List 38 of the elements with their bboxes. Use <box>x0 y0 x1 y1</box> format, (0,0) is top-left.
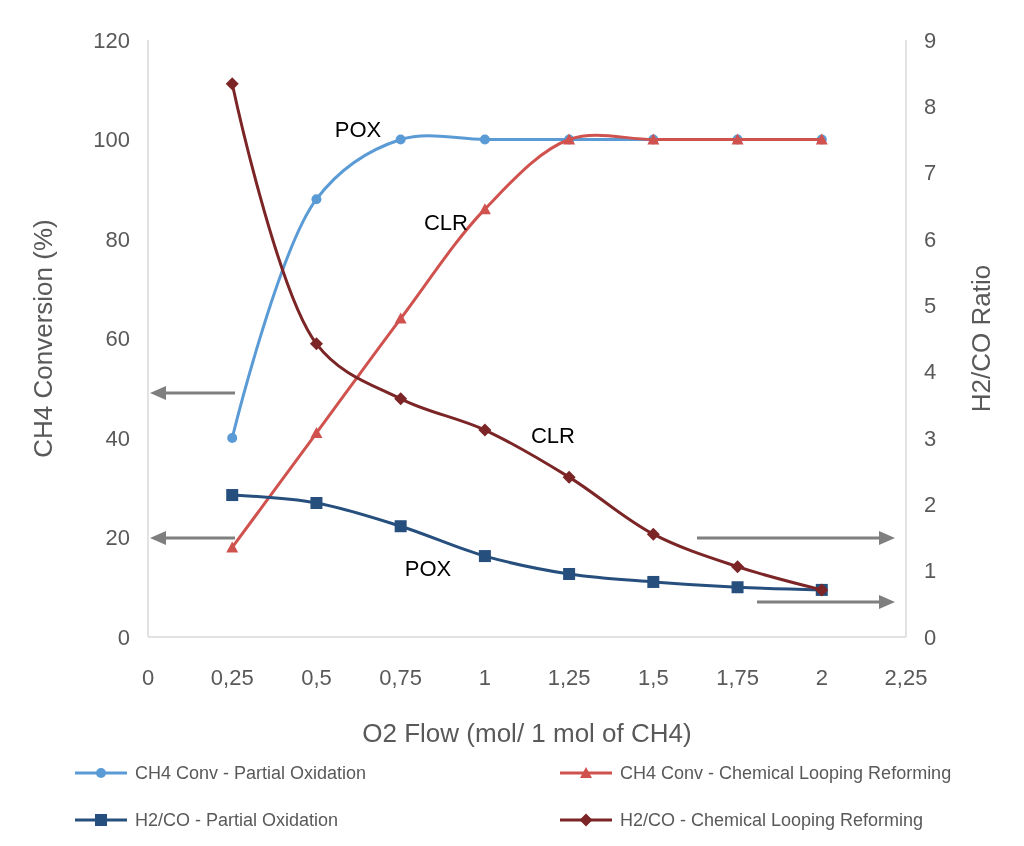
x-tick-label: 0 <box>141 665 155 690</box>
y-tick-label: 120 <box>93 27 130 53</box>
y-tick-label: 100 <box>93 127 130 152</box>
x-tick-label: 1,25 <box>547 665 591 690</box>
y-tick-label: 80 <box>105 226 130 252</box>
x-tick-label: 1,75 <box>716 665 759 690</box>
y-tick-label: 0 <box>117 624 130 650</box>
legend-label: H2/CO - Chemical Looping Reforming <box>620 810 924 830</box>
annotation: CLR <box>423 209 469 235</box>
y2-tick-label: 1 <box>924 558 937 584</box>
y-axis-title: CH4 Conversion (%) <box>28 219 58 458</box>
y2-tick-label: 7 <box>924 160 937 186</box>
x-tick-label: 1,5 <box>638 665 669 690</box>
y2-tick-label: 5 <box>924 292 937 318</box>
legend-label: H2/CO - Partial Oxidation <box>135 810 339 830</box>
y2-tick-label: 0 <box>924 624 937 650</box>
legend-label: CH4 Conv - Partial Oxidation <box>135 763 367 783</box>
y2-tick-label: 9 <box>924 27 937 53</box>
y2-tick-label: 2 <box>924 491 937 517</box>
x-tick-label: 2,25 <box>884 665 928 690</box>
annotation: CLR <box>530 422 576 448</box>
x-tick-label: 0,5 <box>301 665 332 690</box>
x-tick-label: 0,75 <box>379 665 423 690</box>
x-tick-label: 0,25 <box>210 665 254 690</box>
y-tick-label: 60 <box>105 326 130 351</box>
y-tick-label: 40 <box>105 425 130 451</box>
y2-tick-label: 4 <box>924 359 937 385</box>
annotation: POX <box>404 555 452 581</box>
x-tick-label: 1 <box>478 665 492 690</box>
y2-tick-label: 6 <box>924 226 937 252</box>
annotation: POX <box>334 116 382 142</box>
y2-tick-label: 8 <box>924 93 937 119</box>
x-axis-title: O2 Flow (mol/ 1 mol of CH4) <box>362 718 692 748</box>
y2-axis-title: H2/CO Ratio <box>966 264 996 413</box>
y-tick-label: 20 <box>105 525 130 550</box>
x-tick-label: 2 <box>815 665 828 690</box>
y2-tick-label: 3 <box>924 425 937 451</box>
legend-label: CH4 Conv - Chemical Looping Reforming <box>620 763 952 783</box>
